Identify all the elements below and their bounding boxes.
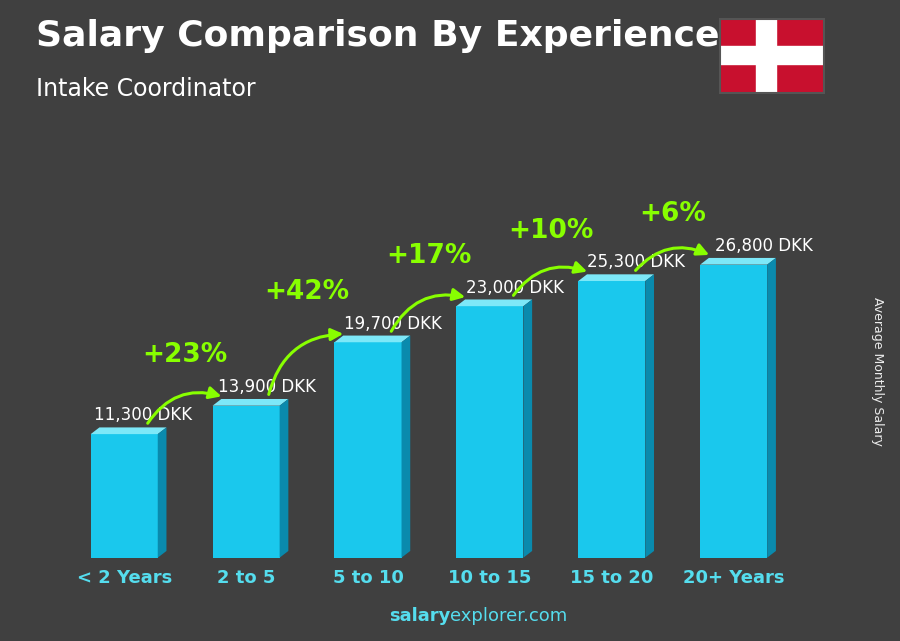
Text: +10%: +10% [508,218,593,244]
Bar [212,406,280,558]
Bar [91,434,158,558]
Text: 25,300 DKK: 25,300 DKK [588,253,686,271]
Text: +23%: +23% [142,342,228,369]
Bar [456,306,524,558]
Polygon shape [767,258,776,558]
Polygon shape [524,299,532,558]
Text: +17%: +17% [386,243,472,269]
Polygon shape [158,428,166,558]
Polygon shape [280,399,288,558]
Polygon shape [212,399,288,406]
Text: Salary Comparison By Experience: Salary Comparison By Experience [36,19,719,53]
Polygon shape [456,299,532,306]
Text: salary: salary [389,607,450,625]
Text: +42%: +42% [265,279,349,305]
Text: Average Monthly Salary: Average Monthly Salary [871,297,884,446]
Polygon shape [700,258,776,265]
Bar [579,281,645,558]
Bar [335,342,401,558]
Polygon shape [91,428,166,434]
Polygon shape [645,274,654,558]
Text: Intake Coordinator: Intake Coordinator [36,77,256,101]
Bar [756,19,776,93]
Text: +6%: +6% [639,201,706,228]
Text: 11,300 DKK: 11,300 DKK [94,406,192,424]
Text: 23,000 DKK: 23,000 DKK [465,278,563,297]
Polygon shape [579,274,654,281]
Polygon shape [335,336,410,342]
Text: 13,900 DKK: 13,900 DKK [218,378,316,396]
Text: 19,700 DKK: 19,700 DKK [344,315,442,333]
Polygon shape [401,336,410,558]
Text: 26,800 DKK: 26,800 DKK [716,237,814,255]
Text: explorer.com: explorer.com [450,607,567,625]
Bar [720,46,824,64]
Bar [700,265,767,558]
